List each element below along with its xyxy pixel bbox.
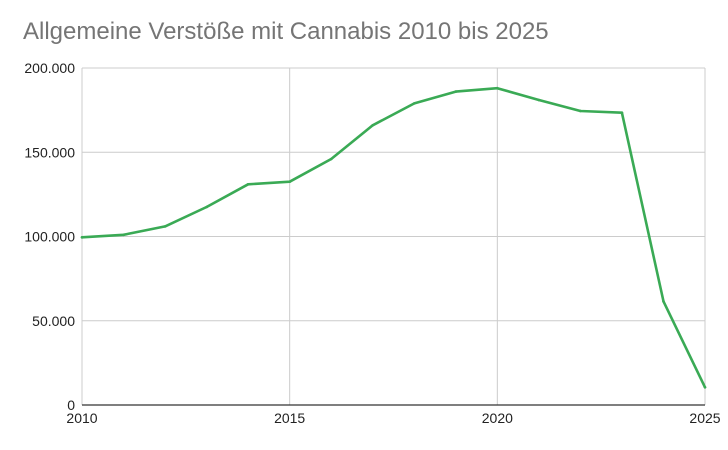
data-point-2020 [496,86,499,90]
data-point-2021 [537,98,541,102]
chart-title: Allgemeine Verstöße mit Cannabis 2010 bi… [23,18,549,45]
data-point-2017 [371,123,375,127]
data-point-2016 [329,157,333,161]
series-line-0 [80,86,707,389]
data-point-2019 [454,90,458,93]
data-point-2010 [80,236,84,239]
tick-labels: 0 50.000 100.000 150.000 200.000 2010 2015 2020… [24,60,720,426]
x-tick-label: 2020 [482,410,513,426]
y-tick-label: 100.000 [24,229,75,245]
y-tick-label: 0 [67,397,75,413]
data-point-2014 [246,182,250,186]
data-point-2012 [163,225,167,228]
x-tick-label: 2015 [274,410,305,426]
data-point-2011 [122,233,125,237]
y-tick-label: 150.000 [24,144,75,160]
data-point-2022 [579,109,582,113]
grid-lines [81,67,706,405]
data-point-2023 [620,111,624,114]
y-tick-label: 200.000 [24,60,75,76]
x-tick-label: 2025 [689,410,720,426]
data-point-2025 [703,386,707,389]
y-tick-label: 50.000 [32,313,75,329]
data-point-2024 [662,300,665,303]
series-layer [80,86,707,389]
data-point-2013 [205,205,208,209]
x-tick-label: 2010 [66,410,97,426]
data-point-2018 [412,102,416,105]
data-point-2015 [288,180,291,184]
